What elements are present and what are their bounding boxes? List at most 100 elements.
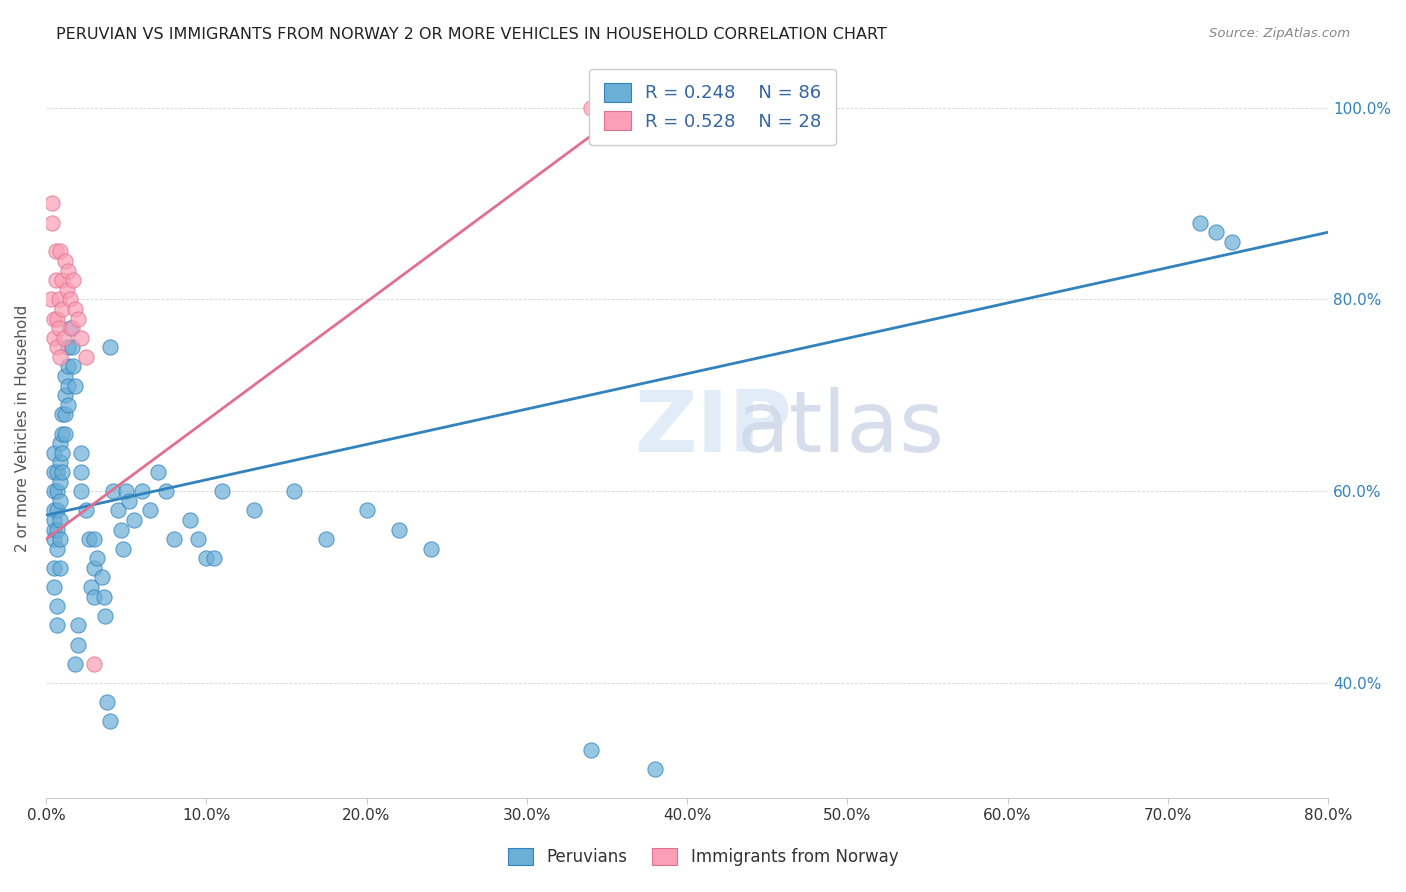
Point	[52, 331, 75, 345]
Point	[155, 484, 177, 499]
Point	[39, 293, 62, 307]
Point	[163, 532, 186, 546]
Point	[122, 513, 145, 527]
Point	[51, 273, 73, 287]
Point	[66, 638, 89, 652]
Text: PERUVIAN VS IMMIGRANTS FROM NORWAY 2 OR MORE VEHICLES IN HOUSEHOLD CORRELATION C: PERUVIAN VS IMMIGRANTS FROM NORWAY 2 OR …	[56, 27, 887, 42]
Point	[60, 321, 83, 335]
Point	[75, 350, 97, 364]
Point	[49, 513, 72, 527]
Point	[62, 273, 84, 287]
Point	[59, 321, 82, 335]
Point	[75, 503, 97, 517]
Point	[42, 513, 65, 527]
Point	[49, 244, 72, 259]
Point	[53, 408, 76, 422]
Point	[58, 340, 80, 354]
Point	[49, 532, 72, 546]
Point	[93, 590, 115, 604]
Point	[45, 273, 67, 287]
Point	[42, 331, 65, 345]
Point	[46, 465, 69, 479]
Point	[51, 426, 73, 441]
Point	[110, 523, 132, 537]
Legend: Peruvians, Immigrants from Norway: Peruvians, Immigrants from Norway	[499, 840, 907, 875]
Point	[49, 455, 72, 469]
Point	[51, 446, 73, 460]
Point	[107, 503, 129, 517]
Point	[46, 523, 69, 537]
Point	[579, 743, 602, 757]
Point	[42, 311, 65, 326]
Point	[49, 350, 72, 364]
Point	[58, 378, 80, 392]
Point	[111, 541, 134, 556]
Point	[179, 513, 201, 527]
Point	[46, 484, 69, 499]
Point	[60, 340, 83, 354]
Point	[42, 503, 65, 517]
Point	[66, 311, 89, 326]
Point	[63, 301, 86, 316]
Point	[118, 493, 141, 508]
Point	[59, 293, 82, 307]
Point	[49, 561, 72, 575]
Point	[77, 532, 100, 546]
Point	[387, 523, 409, 537]
Point	[83, 590, 105, 604]
Point	[42, 523, 65, 537]
Point	[49, 493, 72, 508]
Point	[70, 331, 93, 345]
Point	[70, 484, 93, 499]
Point	[103, 484, 125, 499]
Point	[46, 503, 69, 517]
Point	[115, 484, 138, 499]
Point	[146, 465, 169, 479]
Point	[58, 263, 80, 277]
Point	[53, 388, 76, 402]
Point	[58, 398, 80, 412]
Point	[41, 196, 63, 211]
Point	[56, 283, 79, 297]
Point	[131, 484, 153, 499]
Point	[195, 551, 218, 566]
Point	[46, 618, 69, 632]
Point	[83, 561, 105, 575]
Point	[70, 465, 93, 479]
Point	[579, 101, 602, 115]
Point	[42, 446, 65, 460]
Point	[45, 244, 67, 259]
Point	[356, 503, 378, 517]
Point	[202, 551, 225, 566]
Point	[46, 311, 69, 326]
Point	[315, 532, 337, 546]
Point	[187, 532, 209, 546]
Legend: R = 0.248    N = 86, R = 0.528    N = 28: R = 0.248 N = 86, R = 0.528 N = 28	[589, 69, 837, 145]
Text: ZIP: ZIP	[634, 387, 792, 470]
Point	[1220, 235, 1243, 249]
Point	[42, 580, 65, 594]
Point	[42, 484, 65, 499]
Point	[83, 657, 105, 671]
Point	[98, 340, 121, 354]
Point	[1188, 216, 1211, 230]
Point	[62, 359, 84, 374]
Point	[46, 541, 69, 556]
Point	[42, 561, 65, 575]
Point	[53, 426, 76, 441]
Point	[49, 436, 72, 450]
Point	[83, 532, 105, 546]
Point	[1205, 225, 1227, 239]
Point	[46, 599, 69, 614]
Text: Source: ZipAtlas.com: Source: ZipAtlas.com	[1209, 27, 1350, 40]
Point	[96, 695, 118, 709]
Point	[58, 359, 80, 374]
Point	[66, 618, 89, 632]
Point	[70, 446, 93, 460]
Point	[42, 465, 65, 479]
Point	[51, 408, 73, 422]
Text: atlas: atlas	[737, 387, 945, 470]
Point	[42, 532, 65, 546]
Point	[211, 484, 233, 499]
Point	[80, 580, 103, 594]
